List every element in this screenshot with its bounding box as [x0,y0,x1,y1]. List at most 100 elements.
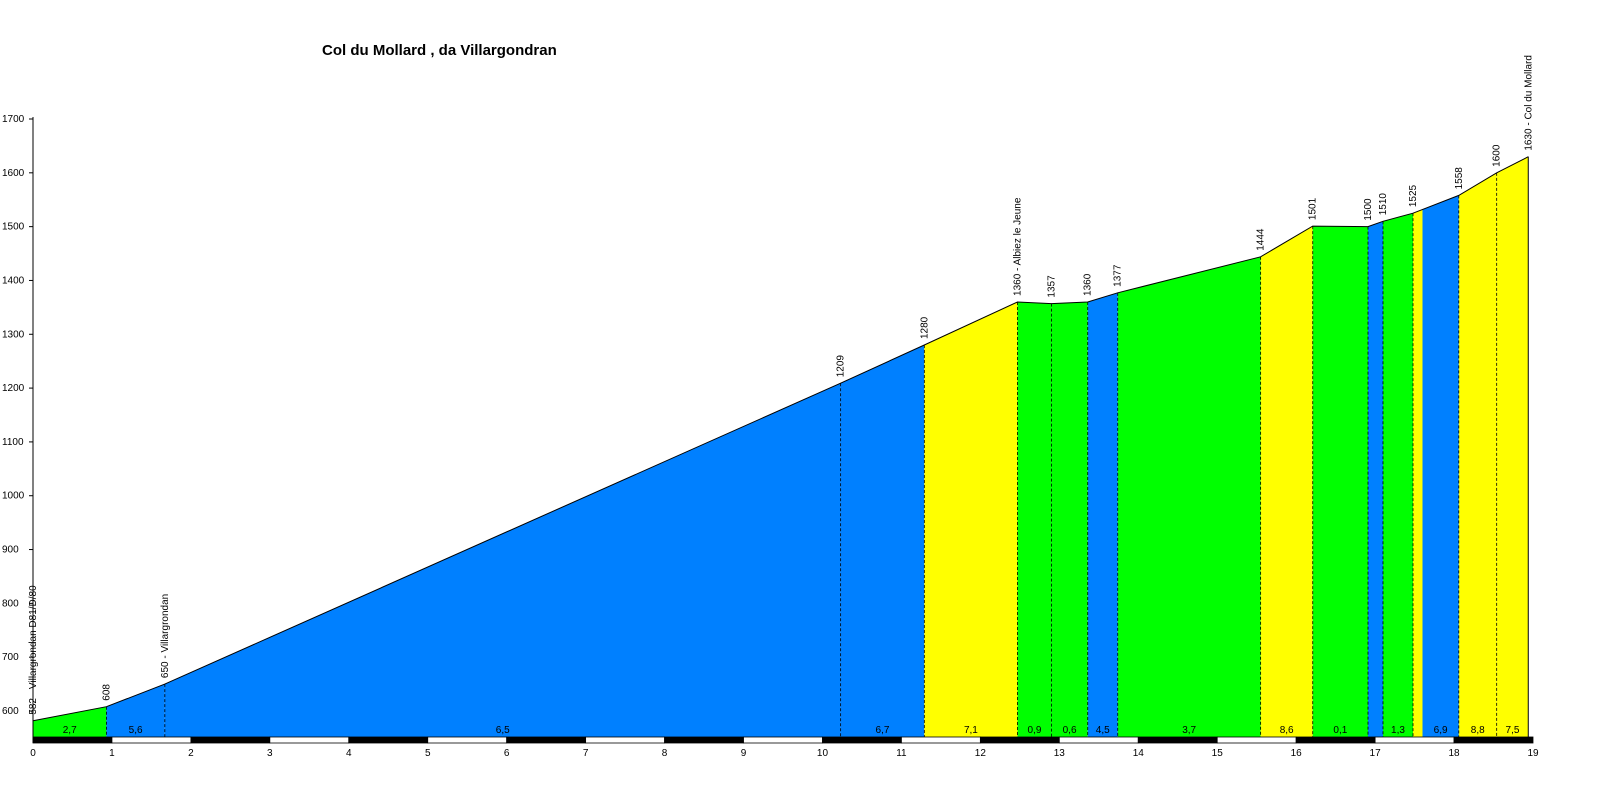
profile-line [32,156,1529,722]
gradient-label-4: 6,7 [876,725,890,736]
altitude-label-7: 1357 [1046,275,1057,298]
y-tick-label-1000: 1000 [2,491,25,502]
x-tick-label-19: 19 [1527,748,1539,759]
altitude-label-2: 608 [101,684,112,701]
km-bar-14 [1137,736,1218,744]
y-tick-label-1300: 1300 [2,329,25,340]
profile-segment-4 [840,345,925,737]
gradient-label-13: 1,3 [1391,725,1405,736]
x-tick-labels: 0 1 2 3 4 5 6 7 8 9 10 11 12 13 14 15 16 17 18 19 [30,748,1539,759]
altitude-label-11: 1501 [1308,197,1319,220]
x-tick-label-17: 17 [1370,748,1382,759]
altitude-label-1: 582 - Villargrondan D81/D/80 [28,585,39,715]
altitude-label-15: 1558 [1454,167,1465,190]
profile-segment-9 [1117,256,1261,737]
gradient-label-3: 6,5 [496,725,510,736]
km-bar-1 [111,736,192,744]
gradient-label-2: 5,6 [129,725,143,736]
y-tick-label-1200: 1200 [2,383,25,394]
profile-segment-11 [1312,226,1368,737]
altitude-label-12: 1500 [1363,198,1374,221]
x-tick-label-11: 11 [896,748,907,759]
chart-title: Col du Mollard , da Villargondran [322,42,557,59]
y-tick-label-1500: 1500 [2,222,25,233]
y-tick-label-900: 900 [2,545,19,556]
x-tick-label-10: 10 [817,748,829,759]
altitude-labels: 582 - Villargrondan D81/D/80 608 650 - Vil… [28,55,1534,715]
profile-segment-10 [1260,226,1313,737]
altitude-label-4: 1209 [836,355,847,378]
km-bar-3 [269,736,350,744]
gradient-label-8: 4,5 [1096,725,1110,736]
x-tick-label-14: 14 [1133,748,1145,759]
profile-segment-17 [1496,156,1529,737]
y-tick-label-1100: 1100 [2,437,24,448]
x-tick-label-9: 9 [741,748,747,759]
x-tick-label-3: 3 [267,748,273,759]
profile-segment-16 [1458,172,1497,738]
y-tick-label-700: 700 [2,652,19,663]
profile-segment-5 [924,302,1018,737]
profile-segment-7 [1051,302,1088,737]
profile-segment-1 [33,706,107,737]
segment-dividers [106,172,1498,737]
km-bar-10 [822,736,902,744]
y-tick-label-1400: 1400 [2,275,25,286]
profile-outline [32,156,1529,737]
km-bar-7 [585,736,665,744]
x-tick-label-5: 5 [425,748,431,759]
gradient-label-5: 7,1 [964,725,978,736]
y-tick-labels: 600 700 800 900 1000 1100 1200 1300 1400 1500 1600… [2,114,25,717]
gradient-labels: 2,7 5,6 6,5 6,7 7,1 0,9 0,6 4,5 3,7 8,6 0,1 1,3 6,9 8… [63,725,1520,736]
x-tick-label-0: 0 [30,748,36,759]
x-tick-label-16: 16 [1291,748,1303,759]
profile-segments [33,156,1529,738]
km-bar-9 [743,736,823,744]
y-tick-label-1600: 1600 [2,168,25,179]
x-tick-label-12: 12 [975,748,987,759]
gradient-label-17: 7,5 [1506,725,1520,736]
axes [29,117,34,743]
profile-segment-12 [1368,221,1383,738]
km-bar-6 [506,736,587,744]
x-tick-label-2: 2 [188,748,194,759]
altitude-label-16: 1600 [1492,144,1503,167]
profile-segment-3 [164,383,841,737]
x-tick-label-13: 13 [1054,748,1066,759]
km-bar-15 [1216,736,1297,744]
x-tick-label-8: 8 [662,748,668,759]
gradient-label-11: 0,1 [1333,725,1347,736]
gradient-label-15: 6,9 [1434,725,1448,736]
x-tick-label-6: 6 [504,748,510,759]
y-tick-label-600: 600 [2,706,19,717]
y-tick-label-800: 800 [2,598,19,609]
profile-segment-14 [1413,209,1423,737]
profile-segment-15 [1422,195,1459,737]
gradient-label-1: 2,7 [63,725,77,736]
altitude-label-13: 1510 [1378,193,1389,216]
km-bar [32,736,1534,744]
altitude-label-6: 1360 - Albiez le Jeune [1012,197,1023,296]
gradient-label-6: 0,9 [1027,725,1041,736]
km-bar-17 [1374,736,1455,744]
altitude-label-5: 1280 [919,316,930,339]
km-bar-13 [1058,736,1139,744]
km-bar-11 [901,736,981,744]
gradient-label-9: 3,7 [1182,725,1196,736]
altitude-label-9: 1377 [1113,264,1124,287]
km-bar-16 [1295,736,1376,744]
km-bar-8 [664,736,744,744]
gradient-label-10: 8,6 [1280,725,1294,736]
altitude-label-8: 1360 [1083,273,1094,296]
profile-segment-2 [106,684,165,737]
km-bar-4 [348,736,429,744]
y-tick-label-1700: 1700 [2,114,25,125]
x-tick-label-15: 15 [1212,748,1224,759]
altitude-label-14: 1525 [1408,184,1419,207]
km-bar-12 [979,736,1060,744]
profile-segment-6 [1017,302,1052,737]
km-bar-2 [190,736,271,744]
profile-segment-13 [1383,213,1413,737]
km-bar-5 [427,736,508,744]
